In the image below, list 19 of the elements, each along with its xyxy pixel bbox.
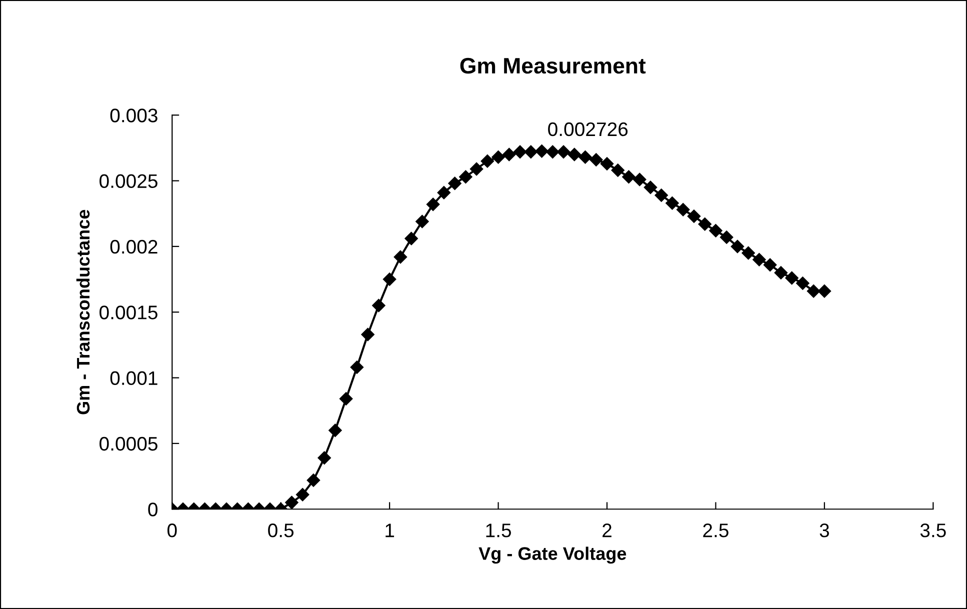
chart-title: Gm Measurement xyxy=(460,58,646,74)
y-tick-label: 0.0005 xyxy=(100,436,158,451)
x-tick-label: 0.5 xyxy=(268,524,294,538)
annotation: 0.002726 xyxy=(548,122,628,136)
y-tick-label: 0.003 xyxy=(110,108,158,122)
y-tick-label: 0.002 xyxy=(110,240,158,254)
x-tick-label: 2.5 xyxy=(703,524,728,538)
x-tick-label: 3.5 xyxy=(920,524,946,538)
x-tick-label: 1.5 xyxy=(486,524,511,538)
x-tick-label: 0 xyxy=(167,524,177,538)
y-tick-label: 0.001 xyxy=(110,371,158,386)
x-tick-label: 3 xyxy=(820,524,829,538)
x-axis-title: Vg - Gate Voltage xyxy=(478,546,626,564)
y-axis-title: Gm - Transconductance xyxy=(76,210,90,414)
y-tick-label: 0 xyxy=(148,502,158,516)
x-tick-label: 2 xyxy=(602,524,612,538)
y-tick-label: 0.0025 xyxy=(100,174,158,188)
x-tick-label: 1 xyxy=(386,524,394,538)
y-tick-label: 0.0015 xyxy=(100,306,158,320)
